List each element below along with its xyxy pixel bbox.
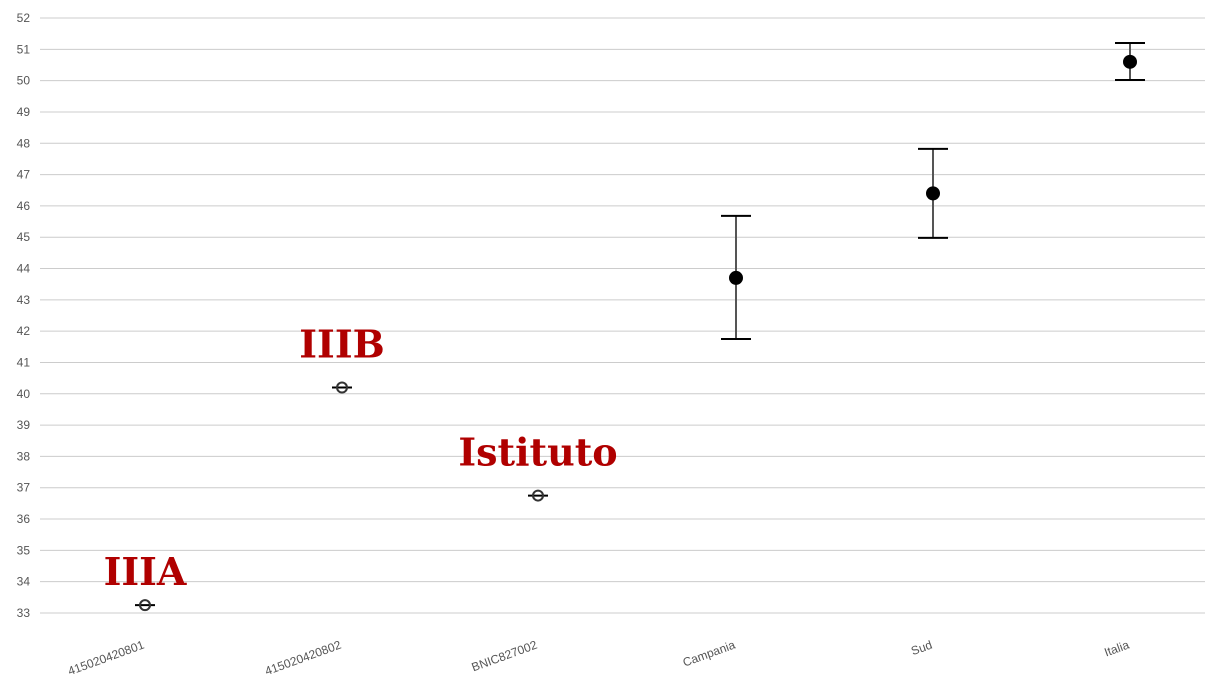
data-point [139, 599, 151, 612]
y-axis-ticks: 33 34 35 36 37 38 39 40 41 42 43 44 45 46 47 48 49 50 51 52 [17, 11, 31, 620]
y-tick-label: 44 [17, 262, 31, 276]
y-tick-label: 47 [17, 168, 31, 182]
x-tick-label: 415020420801 [66, 638, 146, 679]
y-tick-label: 35 [17, 543, 31, 557]
y-tick-label: 46 [17, 199, 31, 213]
x-tick-label: Italia [1102, 638, 1131, 660]
data-point [336, 381, 348, 394]
y-tick-label: 41 [17, 355, 31, 369]
annotation-label: IIIA [104, 549, 187, 594]
y-tick-label: 49 [17, 105, 31, 119]
y-tick-label: 39 [17, 418, 31, 432]
y-tick-label: 52 [17, 11, 31, 25]
y-tick-label: 36 [17, 512, 31, 526]
data-point [729, 270, 743, 285]
y-tick-label: 33 [17, 606, 31, 620]
x-tick-label: 415020420802 [263, 638, 343, 679]
data-point [926, 186, 940, 201]
data-point [532, 489, 544, 502]
y-tick-label: 43 [17, 293, 31, 307]
y-tick-label: 42 [17, 324, 31, 338]
y-tick-label: 50 [17, 74, 31, 88]
x-axis-ticks: 415020420801 415020420802 BNIC827002 Campan… [66, 638, 1131, 679]
annotation-label: Istituto [458, 430, 617, 475]
error-bars [135, 42, 1145, 607]
y-tick-label: 34 [17, 575, 31, 589]
y-tick-label: 48 [17, 136, 31, 150]
y-tick-label: 37 [17, 481, 31, 495]
grid [40, 17, 1205, 614]
y-tick-label: 38 [17, 449, 31, 463]
y-tick-label: 45 [17, 230, 31, 244]
data-points [139, 54, 1137, 612]
y-tick-label: 51 [17, 42, 31, 56]
data-point [1123, 54, 1137, 69]
annotation-label: IIIB [299, 322, 384, 367]
x-tick-label: BNIC827002 [470, 638, 540, 675]
x-tick-label: Campania [681, 638, 737, 670]
annotations: IIIA IIIB Istituto [104, 322, 618, 595]
x-tick-label: Sud [909, 638, 934, 658]
y-tick-label: 40 [17, 387, 31, 401]
